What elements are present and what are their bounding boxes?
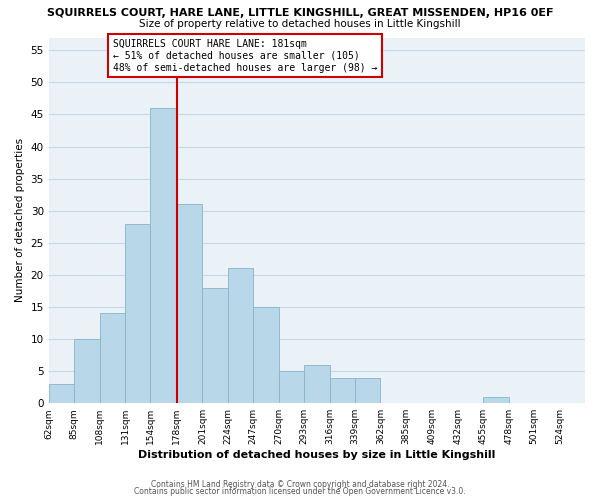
Bar: [125, 224, 151, 403]
Bar: [100, 314, 125, 403]
Bar: [202, 288, 228, 403]
Text: Contains public sector information licensed under the Open Government Licence v3: Contains public sector information licen…: [134, 487, 466, 496]
Text: Size of property relative to detached houses in Little Kingshill: Size of property relative to detached ho…: [139, 19, 461, 29]
Bar: [151, 108, 176, 403]
Bar: [228, 268, 253, 403]
Bar: [278, 371, 304, 403]
Bar: [483, 397, 509, 403]
Bar: [329, 378, 355, 403]
Bar: [304, 364, 329, 403]
Bar: [177, 204, 202, 403]
Text: SQUIRRELS COURT HARE LANE: 181sqm
← 51% of detached houses are smaller (105)
48%: SQUIRRELS COURT HARE LANE: 181sqm ← 51% …: [113, 40, 377, 72]
Bar: [74, 339, 100, 403]
Bar: [253, 307, 278, 403]
Text: Contains HM Land Registry data © Crown copyright and database right 2024.: Contains HM Land Registry data © Crown c…: [151, 480, 449, 489]
X-axis label: Distribution of detached houses by size in Little Kingshill: Distribution of detached houses by size …: [138, 450, 496, 460]
Text: SQUIRRELS COURT, HARE LANE, LITTLE KINGSHILL, GREAT MISSENDEN, HP16 0EF: SQUIRRELS COURT, HARE LANE, LITTLE KINGS…: [47, 8, 553, 18]
Y-axis label: Number of detached properties: Number of detached properties: [15, 138, 25, 302]
Bar: [355, 378, 380, 403]
Bar: [49, 384, 74, 403]
